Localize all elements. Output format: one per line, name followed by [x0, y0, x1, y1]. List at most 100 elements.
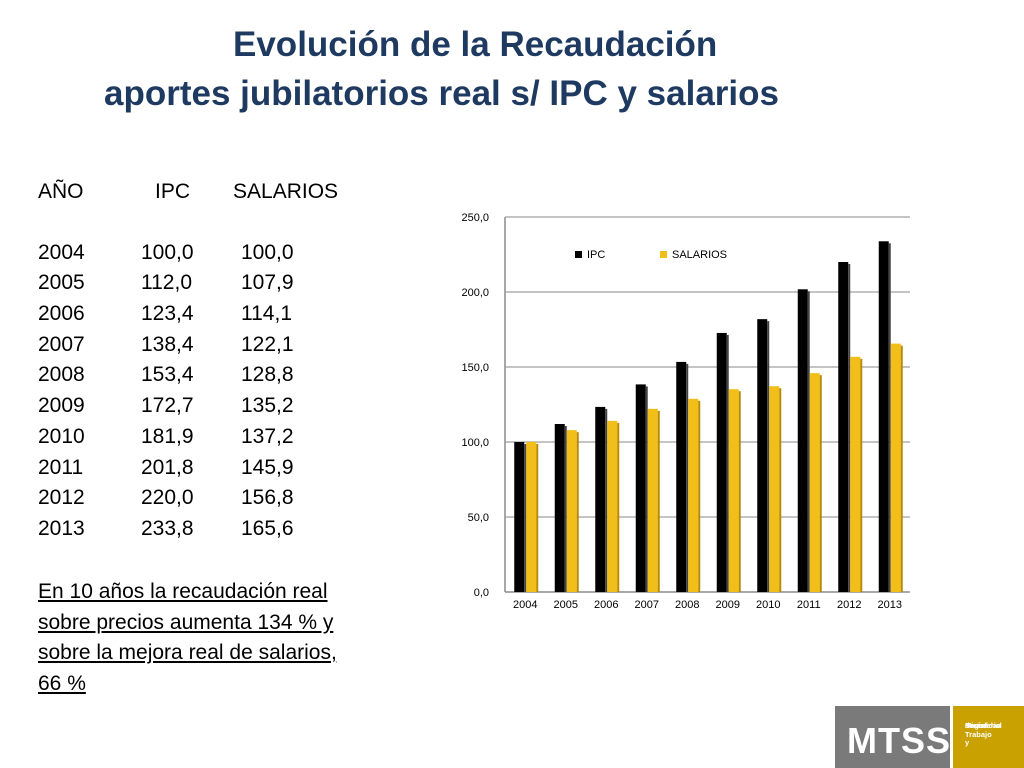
cell-salarios: 122,1 — [241, 332, 294, 356]
bar-shade — [645, 386, 648, 592]
logo-text-line: de Trabajo y — [965, 721, 992, 747]
cell-year: 2010 — [38, 424, 85, 448]
y-tick-label: 50,0 — [468, 512, 489, 524]
cell-salarios: 165,6 — [241, 516, 294, 540]
bar-shade — [848, 264, 851, 592]
y-tick-label: 100,0 — [461, 437, 489, 449]
slide-title-line1: Evolución de la Recaudación — [233, 25, 718, 64]
header-ipc: IPC — [155, 180, 191, 203]
bar-salarios-2012 — [850, 356, 861, 592]
logo-side: Ministerio de Trabajo y Seguridad Social — [953, 706, 1024, 768]
y-tick-label: 250,0 — [461, 212, 489, 224]
cell-ipc: 233,8 — [141, 516, 194, 540]
bar-shade — [779, 388, 782, 592]
cell-ipc: 201,8 — [141, 455, 194, 479]
logo-text-line: Ministerio — [965, 721, 1001, 730]
bar-shade — [807, 291, 810, 592]
note-line: En 10 años la recaudación real — [38, 580, 328, 603]
bar-ipc-2007 — [635, 384, 646, 592]
bar-shade — [900, 345, 903, 592]
cell-year: 2008 — [38, 363, 85, 387]
x-tick-label: 2013 — [878, 599, 902, 611]
y-tick-label: 200,0 — [461, 287, 489, 299]
x-tick-label: 2006 — [594, 599, 618, 611]
cell-year: 2005 — [38, 271, 85, 295]
cell-year: 2004 — [38, 240, 85, 264]
cell-salarios: 135,2 — [241, 394, 294, 418]
legend-swatch-ipc — [575, 251, 582, 258]
bar-shade — [738, 391, 741, 592]
bar-ipc-2012 — [838, 262, 849, 592]
cell-ipc: 181,9 — [141, 424, 194, 448]
bar-shade — [524, 444, 527, 592]
bar-ipc-2004 — [514, 442, 525, 592]
bar-shade — [686, 363, 689, 592]
x-tick-label: 2005 — [554, 599, 578, 611]
bar-shade — [657, 410, 660, 592]
cell-salarios: 114,1 — [241, 302, 292, 326]
cell-ipc: 172,7 — [141, 394, 194, 418]
y-tick-label: 0,0 — [474, 587, 489, 599]
bar-shade — [888, 243, 891, 593]
cell-salarios: 107,9 — [241, 271, 294, 295]
slide-title-line2: aportes jubilatorios real s/ IPC y salar… — [104, 74, 779, 113]
bar-salarios-2008 — [688, 398, 699, 592]
bar-shade — [617, 422, 620, 592]
cell-ipc: 220,0 — [141, 486, 194, 510]
bar-chart: 0,0 50,0 100,0 150,0 200,0 250,0 2004 2005 2006 2… — [461, 212, 910, 611]
bar-ipc-2009 — [716, 332, 727, 592]
bar-ipc-2010 — [757, 319, 768, 592]
header-year: AÑO — [38, 180, 84, 203]
bar-ipc-2005 — [554, 424, 565, 592]
cell-year: 2007 — [38, 332, 85, 356]
cell-year: 2009 — [38, 394, 85, 418]
cell-ipc: 112,0 — [141, 271, 192, 295]
bar-shade — [860, 358, 863, 592]
legend-label-salarios: SALARIOS — [672, 249, 727, 261]
bar-salarios-2009 — [728, 389, 739, 592]
x-tick-label: 2009 — [716, 599, 740, 611]
cell-salarios: 145,9 — [241, 455, 294, 479]
bar-shade — [726, 334, 729, 592]
cell-salarios: 100,0 — [241, 240, 294, 264]
cell-salarios: 156,8 — [241, 486, 294, 510]
bar-ipc-2006 — [595, 406, 606, 592]
mtss-logo: MTSS Ministerio de Trabajo y Seguridad S… — [835, 706, 1024, 768]
bar-salarios-2010 — [769, 386, 780, 592]
legend-label-ipc: IPC — [587, 249, 605, 261]
bar-shade — [576, 432, 579, 592]
cell-ipc: 153,4 — [141, 363, 194, 387]
cell-year: 2012 — [38, 486, 85, 510]
cell-year: 2006 — [38, 302, 85, 326]
logo-text-line: Seguridad — [965, 721, 1002, 730]
bar-salarios-2007 — [647, 408, 658, 592]
bar-salarios-2006 — [607, 420, 618, 592]
x-tick-label: 2004 — [513, 599, 537, 611]
cell-ipc: 138,4 — [141, 332, 194, 356]
cell-year: 2013 — [38, 516, 85, 540]
logo-text-line: Social — [965, 721, 988, 730]
cell-salarios: 137,2 — [241, 424, 294, 448]
bar-ipc-2013 — [878, 241, 889, 593]
bar-shade — [536, 444, 539, 592]
bar-shade — [819, 375, 822, 592]
logo-mark: MTSS — [835, 706, 950, 768]
bar-salarios-2005 — [566, 430, 577, 592]
cell-ipc: 123,4 — [141, 302, 194, 326]
x-tick-label: 2011 — [797, 599, 821, 611]
bar-ipc-2011 — [797, 289, 808, 592]
bar-salarios-2004 — [526, 442, 537, 592]
y-tick-label: 150,0 — [461, 362, 489, 374]
bar-shade — [564, 426, 567, 592]
note-line: sobre la mejora real de salarios, — [38, 641, 337, 664]
bar-ipc-2008 — [676, 361, 687, 592]
bar-shade — [698, 400, 701, 592]
cell-ipc: 100,0 — [141, 240, 194, 264]
legend-swatch-salarios — [660, 251, 667, 258]
x-tick-label: 2012 — [837, 599, 861, 611]
bar-salarios-2011 — [809, 373, 820, 592]
logo-mark-text: MTSS — [847, 720, 952, 761]
note-line: 66 % — [38, 671, 86, 695]
x-tick-label: 2008 — [675, 599, 699, 611]
header-salarios: SALARIOS — [233, 180, 339, 203]
